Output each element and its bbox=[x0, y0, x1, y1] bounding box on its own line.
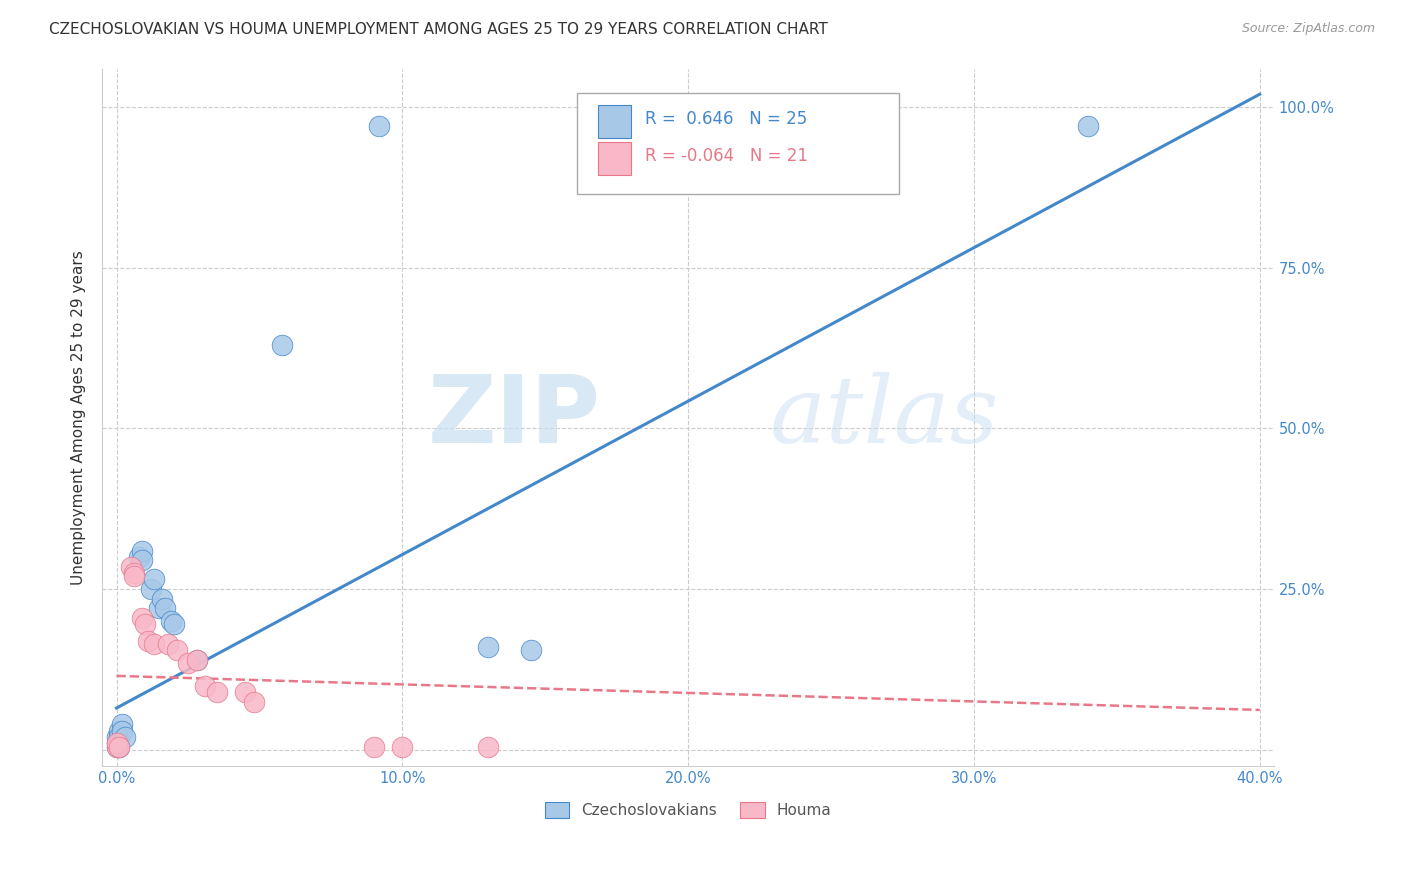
Point bbox=[134, 617, 156, 632]
Point bbox=[108, 739, 131, 754]
Point bbox=[111, 717, 134, 731]
Point bbox=[105, 736, 128, 750]
Point bbox=[156, 637, 179, 651]
Point bbox=[122, 569, 145, 583]
Point bbox=[122, 566, 145, 580]
FancyBboxPatch shape bbox=[598, 104, 631, 138]
Point bbox=[153, 601, 176, 615]
Text: R = -0.064   N = 21: R = -0.064 N = 21 bbox=[645, 147, 808, 165]
Point bbox=[242, 695, 264, 709]
Point bbox=[391, 739, 413, 754]
Point bbox=[520, 643, 543, 657]
Point bbox=[142, 573, 165, 587]
Point bbox=[111, 723, 134, 738]
Point bbox=[163, 617, 186, 632]
Point bbox=[477, 640, 499, 654]
Point bbox=[105, 736, 128, 750]
Y-axis label: Unemployment Among Ages 25 to 29 years: Unemployment Among Ages 25 to 29 years bbox=[72, 250, 86, 584]
Point bbox=[131, 543, 153, 558]
Point bbox=[108, 723, 131, 738]
Point bbox=[114, 730, 136, 744]
Point bbox=[108, 739, 131, 754]
Text: atlas: atlas bbox=[770, 372, 1000, 462]
Text: Source: ZipAtlas.com: Source: ZipAtlas.com bbox=[1241, 22, 1375, 36]
Point bbox=[205, 685, 228, 699]
Point bbox=[271, 338, 294, 352]
Point bbox=[120, 559, 142, 574]
Point bbox=[128, 549, 150, 564]
Point bbox=[186, 653, 208, 667]
Point bbox=[131, 611, 153, 625]
FancyBboxPatch shape bbox=[598, 142, 631, 175]
Text: CZECHOSLOVAKIAN VS HOUMA UNEMPLOYMENT AMONG AGES 25 TO 29 YEARS CORRELATION CHAR: CZECHOSLOVAKIAN VS HOUMA UNEMPLOYMENT AM… bbox=[49, 22, 828, 37]
Legend: Czechoslovakians, Houma: Czechoslovakians, Houma bbox=[538, 797, 838, 824]
Point bbox=[108, 730, 131, 744]
Point bbox=[159, 614, 181, 628]
Text: ZIP: ZIP bbox=[427, 371, 600, 463]
Point bbox=[105, 730, 128, 744]
Point bbox=[166, 643, 188, 657]
Point bbox=[139, 582, 162, 596]
Point bbox=[363, 739, 385, 754]
Point bbox=[177, 656, 200, 670]
Point bbox=[233, 685, 256, 699]
Point bbox=[194, 679, 217, 693]
Point bbox=[136, 633, 159, 648]
Point bbox=[142, 637, 165, 651]
Point bbox=[150, 591, 173, 606]
Point bbox=[186, 653, 208, 667]
Point bbox=[477, 739, 499, 754]
Point bbox=[131, 553, 153, 567]
Point bbox=[105, 739, 128, 754]
Point bbox=[1077, 120, 1099, 134]
Point bbox=[105, 739, 128, 754]
Point bbox=[148, 601, 170, 615]
FancyBboxPatch shape bbox=[576, 93, 898, 194]
Point bbox=[368, 120, 391, 134]
Text: R =  0.646   N = 25: R = 0.646 N = 25 bbox=[645, 110, 807, 128]
